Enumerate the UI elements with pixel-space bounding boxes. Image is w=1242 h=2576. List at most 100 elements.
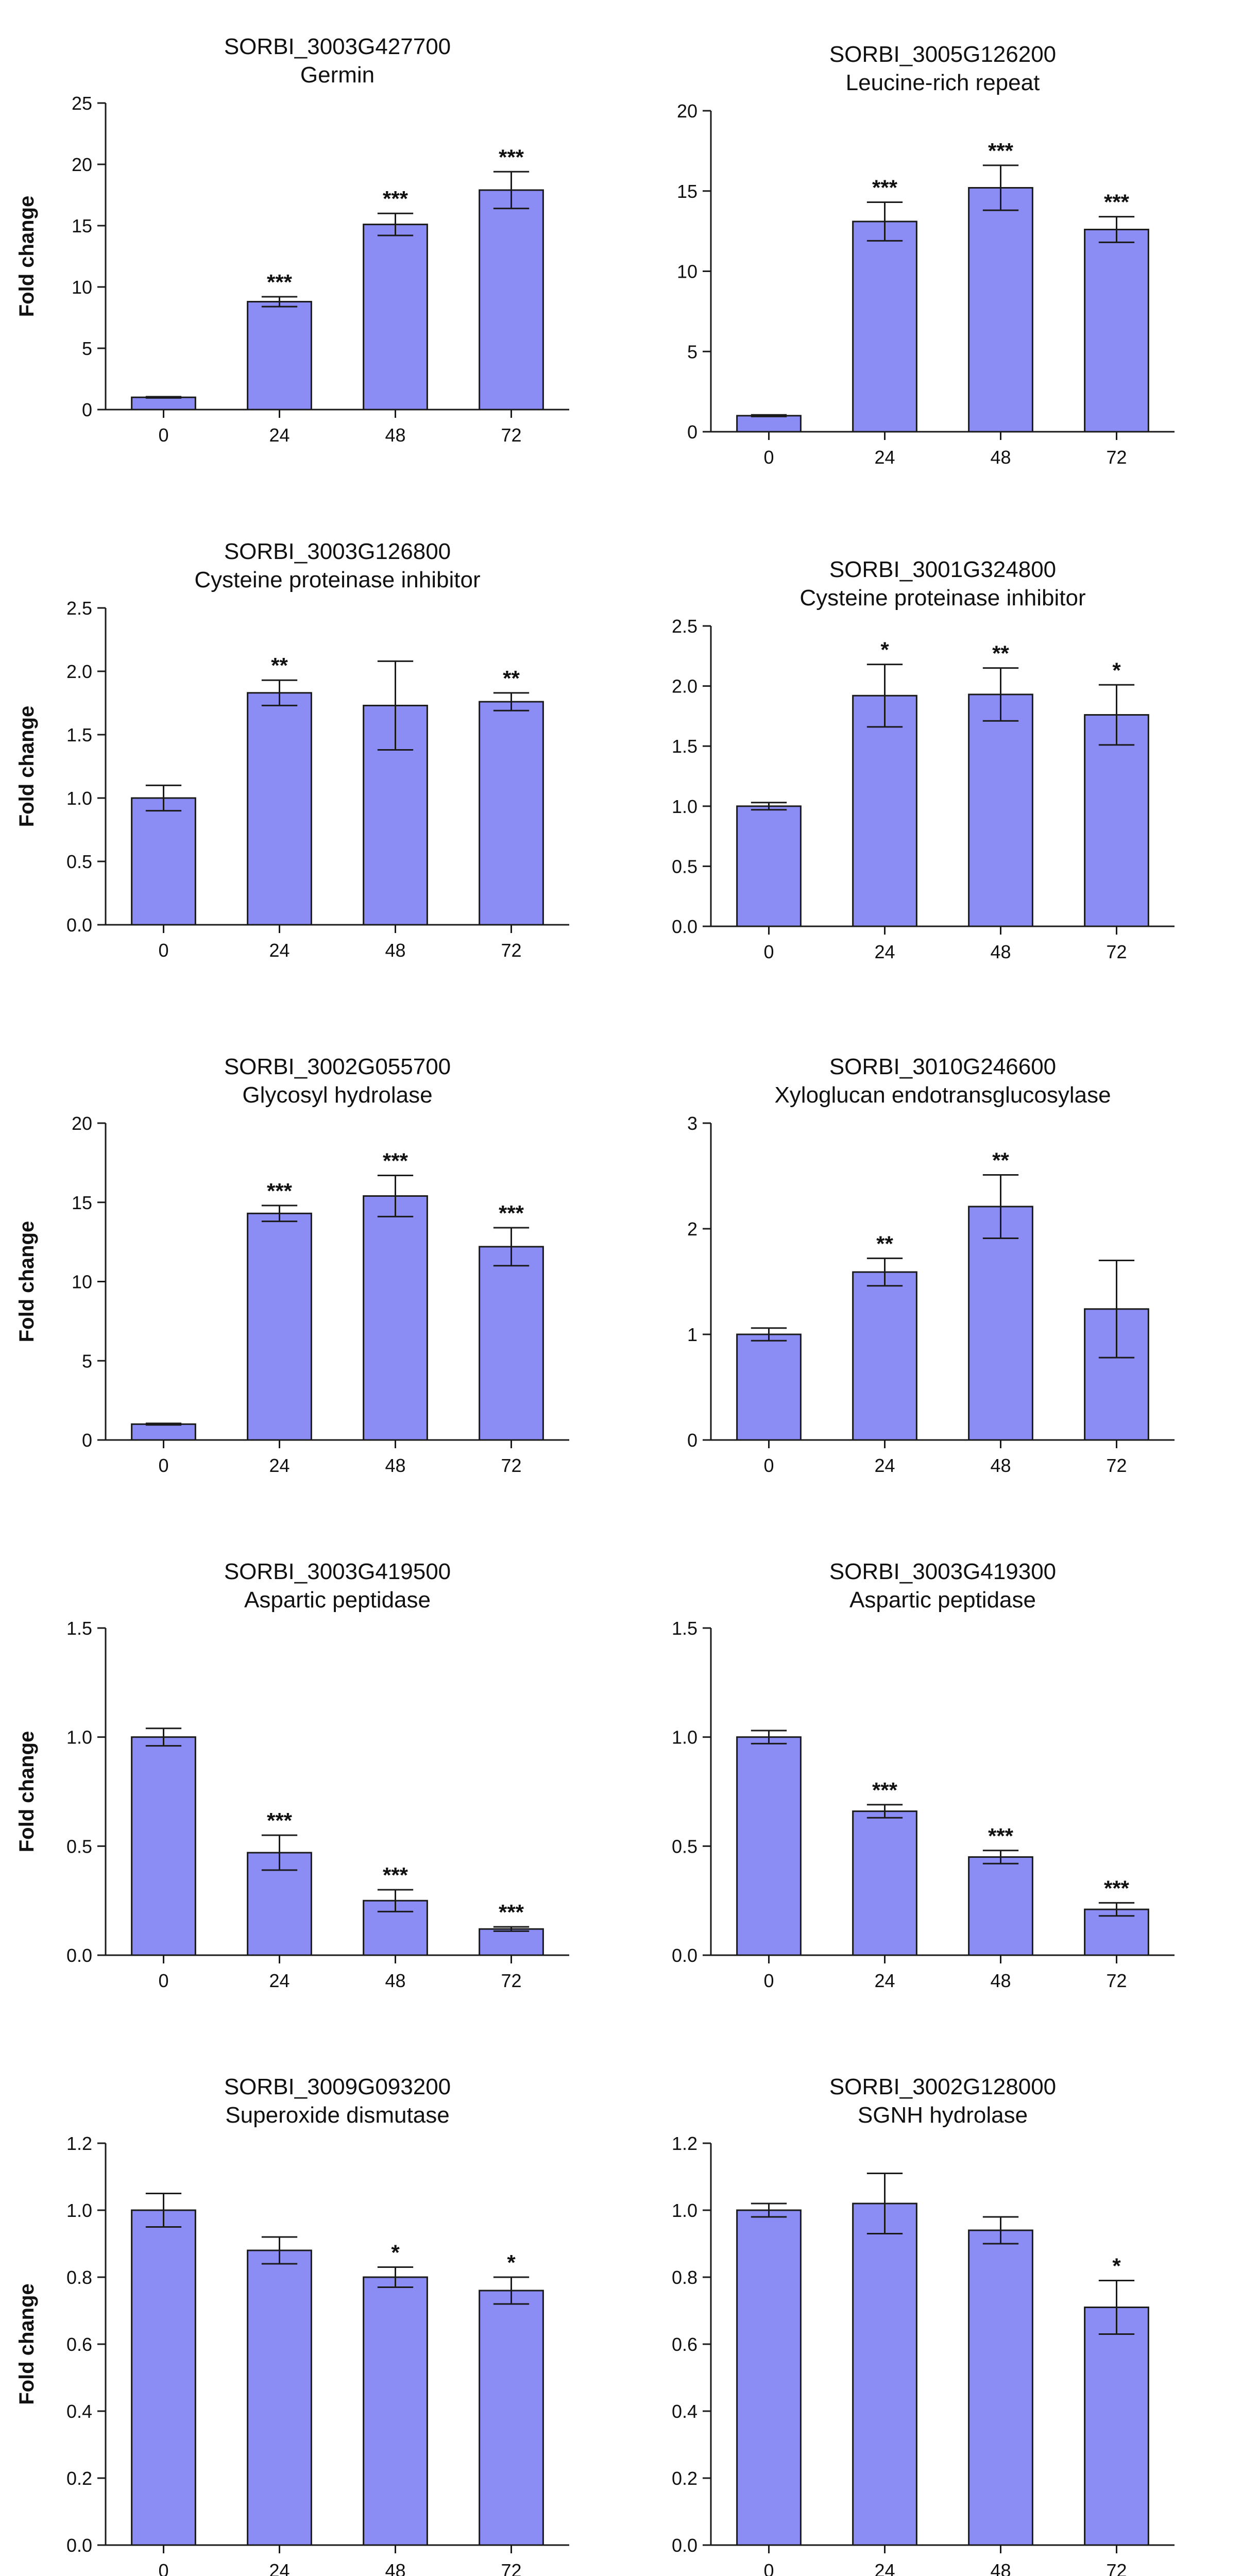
y-tick-label: 0.5 xyxy=(66,851,92,872)
bar-48h xyxy=(968,2229,1033,2546)
chart-title: SGNH hydrolase xyxy=(858,2103,1028,2128)
chart-panel-1: SORBI_3003G427700 Germin 0 5 10 15 20 25 Fold ch… xyxy=(0,0,621,515)
error-bar xyxy=(982,1850,1019,1865)
y-tick-label: 0.5 xyxy=(66,1836,92,1857)
error-bar xyxy=(1098,1260,1135,1359)
bar-72h xyxy=(479,2290,544,2546)
bar-72h xyxy=(479,1246,544,1441)
chart-title: Leucine-rich repeat xyxy=(846,70,1040,95)
x-tick-label: 72 xyxy=(501,2560,521,2576)
significance-marker: ** xyxy=(992,641,1009,666)
y-tick-label: 2.5 xyxy=(672,616,697,637)
significance-marker: * xyxy=(391,2241,400,2265)
y-tick-label: 15 xyxy=(677,181,697,202)
chart-title: Xyloglucan endotransglucosylase xyxy=(774,1082,1111,1108)
bar-24h xyxy=(852,1810,917,1956)
y-tick-label: 0.8 xyxy=(672,2267,697,2288)
bar-48h xyxy=(363,1195,428,1441)
significance-marker: ** xyxy=(271,653,288,677)
chart-panel-7: SORBI_3003G419500 Aspartic peptidase 0.0 0.… xyxy=(0,1546,621,2061)
x-tick-label: 48 xyxy=(990,447,1011,468)
x-tick-label: 24 xyxy=(874,1970,895,1991)
y-tick-label: 1.2 xyxy=(672,2133,697,2154)
bar-72h xyxy=(479,189,544,411)
error-bar xyxy=(377,1889,414,1912)
bar-48h xyxy=(363,2276,428,2546)
error-bar xyxy=(377,212,414,236)
error-bar xyxy=(751,414,787,417)
y-tick-label: 20 xyxy=(72,154,92,175)
y-tick-label: 10 xyxy=(677,261,697,282)
bar-48h xyxy=(968,187,1033,433)
y-tick-label: 1.5 xyxy=(66,724,92,745)
significance-marker: * xyxy=(880,638,889,662)
chart-svg: SORBI_3005G126200 Leucine-rich repeat 0 5 10… xyxy=(677,42,1175,468)
error-bar xyxy=(866,1257,903,1287)
x-tick-label: 72 xyxy=(501,940,521,961)
y-tick-label: 5 xyxy=(687,341,697,362)
x-tick-label: 0 xyxy=(763,1970,774,1991)
significance-marker: *** xyxy=(383,187,409,211)
x-tick-label: 24 xyxy=(269,1455,290,1476)
bar-0h xyxy=(131,2209,196,2546)
x-tick-label: 48 xyxy=(990,1455,1011,1476)
error-bar xyxy=(866,201,903,242)
x-tick-label: 24 xyxy=(269,2560,290,2576)
y-tick-label: 1.5 xyxy=(672,1618,697,1639)
significance-marker: *** xyxy=(267,1808,293,1833)
bar-48h xyxy=(968,1856,1033,1956)
chart-gene-id: SORBI_3002G055700 xyxy=(224,1054,451,1079)
y-tick-label: 0.0 xyxy=(672,2535,697,2556)
significance-marker: ** xyxy=(876,1231,893,1256)
bar-24h xyxy=(247,2249,312,2546)
chart-svg: SORBI_3003G419500 Aspartic peptidase 0.0 0.… xyxy=(15,1559,569,1991)
x-tick-label: 48 xyxy=(385,940,405,961)
error-bar xyxy=(866,1804,903,1819)
chart-gene-id: SORBI_3003G419300 xyxy=(829,1559,1056,1584)
significance-marker: *** xyxy=(988,1824,1014,1848)
y-tick-label: 0.0 xyxy=(66,1945,92,1966)
error-bar xyxy=(145,2193,182,2228)
error-bar xyxy=(493,171,530,210)
y-tick-label: 1.0 xyxy=(672,796,697,817)
y-tick-label: 0 xyxy=(687,1430,697,1451)
x-tick-label: 48 xyxy=(990,2560,1011,2576)
y-tick-label: 0 xyxy=(687,421,697,443)
y-tick-label: 5 xyxy=(82,338,92,359)
x-tick-label: 48 xyxy=(385,425,405,446)
x-tick-label: 24 xyxy=(874,941,895,962)
y-tick-label: 1 xyxy=(687,1324,697,1345)
y-tick-label: 0.5 xyxy=(672,1836,697,1857)
x-tick-label: 0 xyxy=(158,425,168,446)
bar-0h xyxy=(131,797,196,926)
significance-marker: *** xyxy=(988,139,1014,163)
y-tick-label: 0.2 xyxy=(672,2468,697,2489)
y-tick-label: 5 xyxy=(82,1350,92,1371)
chart-panel-10: SORBI_3002G128000 SGNH hydrolase 0.0 0.2 0.4… xyxy=(621,2061,1242,2576)
error-bar xyxy=(751,1730,787,1744)
chart-gene-id: SORBI_3001G324800 xyxy=(829,557,1056,582)
chart-svg: SORBI_3010G246600 Xyloglucan endotransglu… xyxy=(687,1054,1175,1476)
chart-panel-9: SORBI_3009G093200 Superoxide dismutase 0.0… xyxy=(0,2061,621,2576)
x-tick-label: 24 xyxy=(269,425,290,446)
significance-marker: *** xyxy=(872,1778,898,1802)
bar-0h xyxy=(131,396,196,411)
x-tick-label: 72 xyxy=(1106,2560,1127,2576)
y-tick-label: 2.0 xyxy=(672,676,697,697)
x-tick-label: 48 xyxy=(385,1455,405,1476)
error-bar xyxy=(493,2276,530,2305)
y-tick-label: 0 xyxy=(82,1430,92,1451)
x-tick-label: 72 xyxy=(1106,1970,1127,1991)
bar-0h xyxy=(736,805,802,927)
y-tick-label: 15 xyxy=(72,1192,92,1213)
x-tick-label: 0 xyxy=(763,447,774,468)
chart-svg: SORBI_3003G126800 Cysteine proteinase inh… xyxy=(15,539,569,961)
error-bar xyxy=(261,2236,298,2265)
significance-marker: *** xyxy=(499,1201,524,1225)
x-tick-label: 24 xyxy=(874,447,895,468)
chart-svg: SORBI_3001G324800 Cysteine proteinase inh… xyxy=(672,557,1175,962)
y-tick-label: 1.0 xyxy=(66,2200,92,2221)
bar-0h xyxy=(736,1736,802,1956)
y-tick-label: 0.0 xyxy=(672,1945,697,1966)
y-tick-label: 0.0 xyxy=(66,914,92,936)
